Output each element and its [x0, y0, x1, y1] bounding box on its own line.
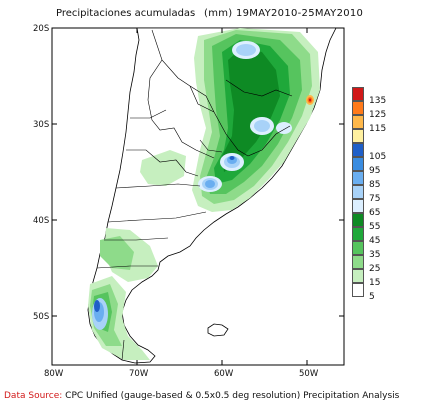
lat-label: 20S: [33, 24, 49, 34]
legend-label: 125: [369, 110, 387, 120]
legend-swatch: [352, 171, 364, 185]
legend-label: 25: [369, 264, 381, 274]
data-source-footer: Data Source: CPC Unified (gauge-based & …: [4, 391, 399, 401]
map-title: Precipitaciones acumuladas: [56, 8, 196, 19]
legend-label: 95: [369, 166, 381, 176]
legend-label: 85: [369, 180, 381, 190]
source-text: CPC Unified (gauge-based & 0.5x0.5 deg r…: [65, 391, 400, 401]
lat-label: 40S: [33, 216, 49, 226]
legend-label: 105: [369, 152, 387, 162]
legend-label: 75: [369, 194, 381, 204]
legend-swatch: [352, 241, 364, 255]
lon-label: 50W: [299, 369, 319, 379]
lon-label: 70W: [129, 369, 149, 379]
precip-55: [222, 48, 280, 172]
legend-swatch: [352, 185, 364, 199]
legend-swatch: [352, 255, 364, 269]
precip-max-spot: [306, 95, 314, 105]
lat-label: 30S: [33, 120, 49, 130]
falkland-islands: [207, 323, 229, 337]
legend-swatch: [352, 213, 364, 227]
legend-swatch: [352, 283, 364, 297]
legend-label: 115: [369, 124, 387, 134]
precip-105: [94, 156, 235, 312]
lat-label: 50S: [33, 312, 49, 322]
legend-swatch: [352, 227, 364, 241]
legend-label: 65: [369, 208, 381, 218]
borders: [96, 29, 293, 361]
legend-swatch: [352, 115, 364, 129]
legend-label: 55: [369, 222, 381, 232]
map-date-range: (mm) 19MAY2010-25MAY2010: [204, 8, 364, 19]
axis-ticks: [51, 27, 344, 365]
legend-label: 5: [369, 292, 375, 302]
lon-label: 80W: [44, 369, 64, 379]
legend-label: 15: [369, 278, 381, 288]
legend-swatch: [352, 157, 364, 171]
legend-swatch: [352, 87, 364, 101]
legend-label: 35: [369, 250, 381, 260]
legend-swatch: [352, 129, 364, 143]
legend-swatch: [352, 199, 364, 213]
legend-swatch: [352, 269, 364, 283]
legend-label: 45: [369, 236, 381, 246]
legend-swatch: [352, 143, 364, 157]
source-label: Data Source:: [4, 391, 63, 401]
lon-label: 60W: [214, 369, 234, 379]
legend-label: 135: [369, 96, 387, 106]
legend-swatch: [352, 101, 364, 115]
